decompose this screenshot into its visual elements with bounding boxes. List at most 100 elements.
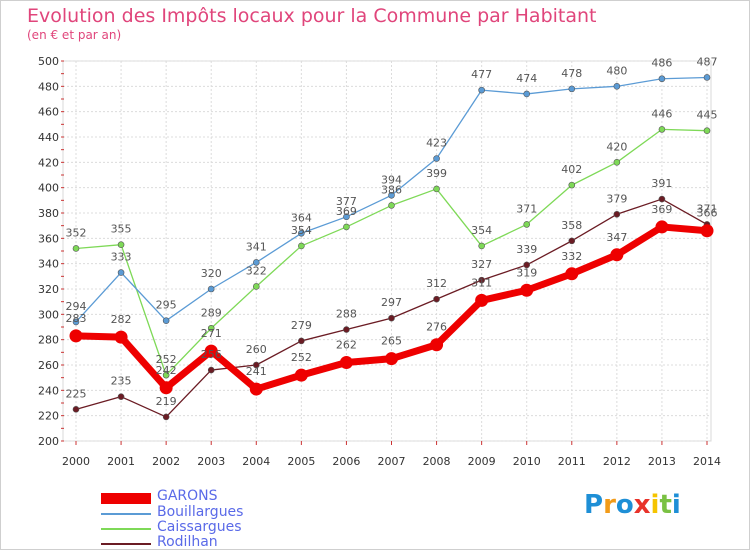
logo-letter: r xyxy=(603,490,616,520)
data-label-garons: 366 xyxy=(697,207,718,220)
data-label-bouillargues: 295 xyxy=(156,299,177,312)
data-point-caissargues xyxy=(658,126,666,133)
x-tick-label: 2012 xyxy=(603,455,631,468)
chart-title: Evolution des Impôts locaux pour la Comm… xyxy=(27,5,597,27)
data-point-garons xyxy=(430,338,444,352)
data-label-bouillargues: 486 xyxy=(651,57,672,70)
data-point-garons xyxy=(114,330,128,344)
data-label-caissargues: 355 xyxy=(111,223,132,236)
data-label-bouillargues: 474 xyxy=(516,72,537,85)
data-label-rodilhan: 219 xyxy=(156,395,177,408)
data-label-rodilhan: 235 xyxy=(111,375,132,388)
data-point-bouillargues xyxy=(72,318,80,326)
data-point-rodilhan xyxy=(252,361,260,369)
data-label-caissargues: 352 xyxy=(66,226,87,239)
data-point-rodilhan xyxy=(72,406,80,413)
data-point-rodilhan xyxy=(613,210,621,218)
data-label-garons: 369 xyxy=(651,203,672,216)
data-point-garons xyxy=(520,283,534,297)
data-point-bouillargues xyxy=(703,74,711,81)
data-point-caissargues xyxy=(388,202,395,209)
data-point-garons xyxy=(475,293,489,307)
y-tick-label: 260 xyxy=(38,359,59,372)
legend-swatch-bouillargues xyxy=(101,513,151,515)
data-point-caissargues xyxy=(523,221,531,228)
data-point-bouillargues xyxy=(478,86,485,94)
data-label-garons: 319 xyxy=(516,266,537,279)
data-point-bouillargues xyxy=(162,317,170,324)
data-label-rodilhan: 279 xyxy=(291,319,312,332)
data-point-garons xyxy=(385,352,398,366)
data-label-garons: 311 xyxy=(471,276,492,289)
data-point-bouillargues xyxy=(207,285,215,293)
data-label-rodilhan: 225 xyxy=(66,387,87,400)
data-point-rodilhan xyxy=(298,337,305,345)
data-point-caissargues xyxy=(117,241,125,248)
x-tick-label: 2010 xyxy=(513,455,541,468)
data-label-rodilhan: 260 xyxy=(246,343,267,356)
data-label-rodilhan: 391 xyxy=(651,177,672,190)
data-label-garons: 332 xyxy=(561,250,582,263)
x-tick-label: 2014 xyxy=(693,455,721,468)
data-label-caissargues: 386 xyxy=(381,183,402,196)
y-tick-label: 340 xyxy=(38,258,59,271)
data-point-garons xyxy=(339,355,353,369)
data-point-bouillargues xyxy=(117,269,125,276)
data-point-caissargues xyxy=(703,127,711,134)
data-point-garons xyxy=(655,220,669,234)
data-label-bouillargues: 377 xyxy=(336,195,357,208)
data-point-rodilhan xyxy=(162,413,170,421)
data-label-bouillargues: 320 xyxy=(201,267,222,280)
x-tick-label: 2007 xyxy=(378,455,406,468)
data-point-caissargues xyxy=(568,181,576,189)
x-tick-label: 2000 xyxy=(62,455,90,468)
data-label-bouillargues: 341 xyxy=(246,240,267,253)
data-label-bouillargues: 294 xyxy=(66,300,87,313)
y-tick-label: 480 xyxy=(38,80,59,93)
data-label-rodilhan: 288 xyxy=(336,308,357,321)
data-point-caissargues xyxy=(252,283,260,290)
data-label-bouillargues: 333 xyxy=(111,251,132,264)
y-tick-label: 320 xyxy=(38,283,59,296)
y-tick-label: 240 xyxy=(38,384,59,397)
data-label-caissargues: 369 xyxy=(336,205,357,218)
y-tick-label: 400 xyxy=(38,182,59,195)
x-tick-label: 2011 xyxy=(558,455,586,468)
data-label-rodilhan: 312 xyxy=(426,277,447,290)
data-label-bouillargues: 394 xyxy=(381,173,402,186)
data-point-rodilhan xyxy=(433,295,440,303)
y-tick-label: 420 xyxy=(38,156,59,169)
data-point-bouillargues xyxy=(298,229,305,237)
x-tick-label: 2002 xyxy=(152,455,180,468)
data-point-caissargues xyxy=(72,245,80,252)
x-tick-label: 2004 xyxy=(242,455,270,468)
data-label-bouillargues: 478 xyxy=(561,67,582,80)
legend-swatch-rodilhan xyxy=(101,543,151,545)
data-point-bouillargues xyxy=(658,75,666,83)
data-label-rodilhan: 339 xyxy=(516,243,537,256)
y-tick-label: 380 xyxy=(38,207,59,220)
data-label-rodilhan: 256 xyxy=(201,348,222,361)
data-label-bouillargues: 480 xyxy=(606,64,627,77)
data-label-caissargues: 371 xyxy=(516,202,537,215)
y-tick-label: 200 xyxy=(38,435,59,448)
data-point-garons xyxy=(159,381,173,395)
data-point-rodilhan xyxy=(207,366,215,374)
data-point-garons xyxy=(610,248,624,262)
x-tick-label: 2003 xyxy=(197,455,225,468)
y-tick-label: 440 xyxy=(38,131,59,144)
data-point-bouillargues xyxy=(433,155,440,162)
y-tick-label: 300 xyxy=(38,308,59,321)
data-label-garons: 265 xyxy=(381,335,402,348)
chart-subtitle: (en € et par an) xyxy=(27,28,122,42)
x-tick-label: 2013 xyxy=(648,455,676,468)
data-label-garons: 242 xyxy=(156,364,177,377)
logo-letter: x xyxy=(633,490,651,520)
data-label-caissargues: 354 xyxy=(471,224,492,237)
data-point-caissargues xyxy=(343,223,350,231)
legend-label-bouillargues: Bouillargues xyxy=(157,504,244,520)
data-label-caissargues: 446 xyxy=(651,107,672,120)
data-point-caissargues xyxy=(162,371,170,379)
data-point-caissargues xyxy=(613,159,621,166)
legend-label-rodilhan: Rodilhan xyxy=(157,534,218,550)
